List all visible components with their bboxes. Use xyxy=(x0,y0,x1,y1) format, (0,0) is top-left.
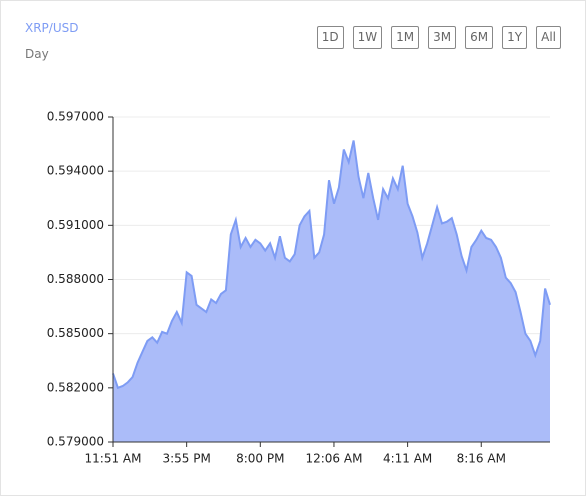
x-tick-label: 8:00 PM xyxy=(236,452,284,466)
range-button[interactable]: 1Y xyxy=(502,26,528,49)
range-toolbar: 1D 1W 1M 3M 6M 1Y All xyxy=(316,26,561,49)
x-tick-label: 12:06 AM xyxy=(305,452,362,466)
y-tick-label: 0.588000 xyxy=(47,272,104,286)
x-tick-label: 3:55 PM xyxy=(162,452,210,466)
chart-subtitle: Day xyxy=(25,47,49,61)
y-tick-label: 0.585000 xyxy=(47,326,104,340)
range-button[interactable]: 1D xyxy=(316,26,344,49)
y-tick-label: 0.597000 xyxy=(47,110,104,124)
area xyxy=(113,140,550,442)
range-button[interactable]: 3M xyxy=(428,26,457,49)
y-tick-label: 0.582000 xyxy=(47,380,104,394)
y-tick-label: 0.591000 xyxy=(47,218,104,232)
range-button[interactable]: All xyxy=(536,26,561,49)
y-tick-label: 0.579000 xyxy=(47,435,104,449)
range-button[interactable]: 1W xyxy=(352,26,383,49)
x-tick-label: 8:16 AM xyxy=(457,452,506,466)
line xyxy=(112,140,551,390)
chart-title: XRP/USD xyxy=(25,21,79,35)
range-button[interactable]: 6M xyxy=(465,26,494,49)
range-button[interactable]: 1M xyxy=(391,26,420,49)
x-tick-label: 4:11 AM xyxy=(383,452,432,466)
y-tick-label: 0.594000 xyxy=(47,164,104,178)
x-tick-label: 11:51 AM xyxy=(85,452,142,466)
